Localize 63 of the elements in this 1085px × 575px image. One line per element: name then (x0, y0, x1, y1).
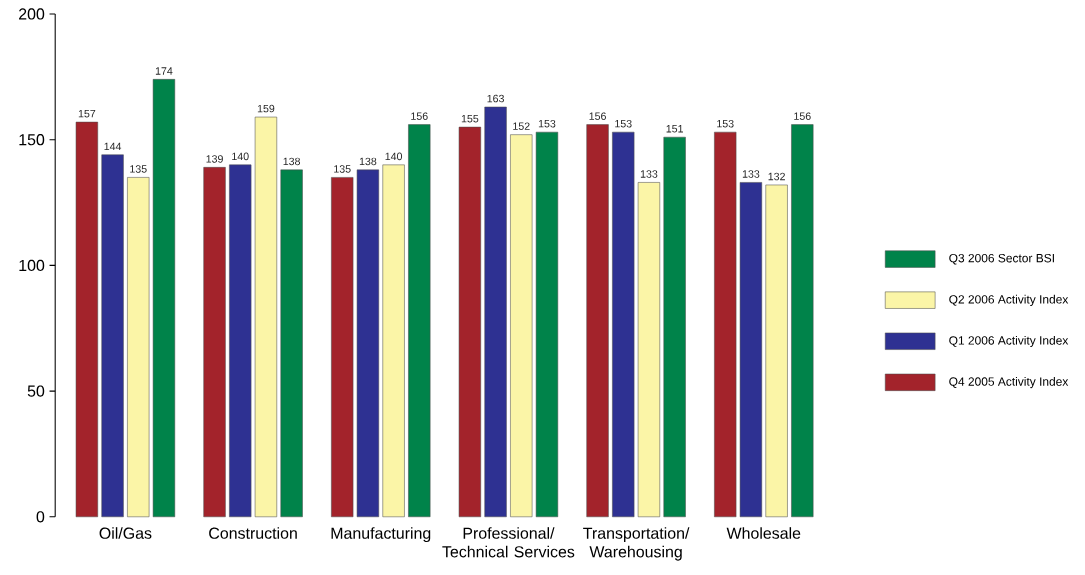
bar (663, 137, 686, 518)
data-label: 140 (232, 152, 249, 161)
legend-label: Q2 2006 Activity Index (949, 295, 1069, 307)
bar (791, 124, 814, 518)
bar (75, 122, 98, 518)
data-label: 151 (666, 125, 683, 133)
bar (229, 164, 252, 518)
data-label: 153 (615, 120, 632, 128)
bar (203, 167, 226, 518)
y-tick-label: 150 (19, 134, 45, 146)
data-label: 157 (78, 110, 96, 118)
bar (280, 169, 303, 518)
bar (714, 132, 737, 518)
data-label: 153 (538, 120, 556, 128)
bar (127, 177, 150, 518)
data-label: 139 (206, 155, 223, 163)
data-label: 138 (283, 157, 301, 166)
data-label: 174 (155, 67, 173, 75)
data-label: 159 (257, 105, 275, 113)
bar (739, 182, 763, 518)
legend-label: Q1 2006 Activity Index (949, 336, 1069, 348)
y-tick-label: 200 (19, 8, 45, 20)
bar (382, 164, 405, 518)
data-label: 155 (461, 115, 479, 123)
data-label: 163 (487, 94, 504, 103)
bar (101, 154, 124, 518)
data-label: 133 (742, 170, 760, 178)
y-tick-label: 100 (19, 259, 45, 272)
x-tick-label: Transportation/ Warehousing (583, 527, 690, 561)
x-tick-label: Oil/Gas (99, 527, 152, 540)
bar (458, 127, 482, 518)
data-label: 156 (589, 112, 606, 121)
x-tick-label: Professional/ Technical Services (442, 527, 575, 558)
data-label: 153 (717, 120, 734, 128)
data-label: 133 (640, 170, 658, 178)
legend-label: Q3 2006 Sector BSI (949, 254, 1054, 265)
data-label: 140 (385, 152, 403, 161)
data-label: 132 (768, 172, 785, 181)
bar (356, 169, 380, 518)
bar (408, 124, 431, 518)
bar (152, 79, 176, 518)
x-tick-label: Wholesale (726, 527, 801, 540)
x-tick-label: Construction (209, 527, 297, 540)
data-label: 156 (794, 112, 811, 121)
bar (637, 182, 661, 518)
data-label: 135 (334, 165, 351, 173)
bar (586, 124, 609, 518)
data-label: 156 (411, 112, 428, 121)
bar (484, 106, 507, 518)
x-tick-label: Manufacturing (331, 527, 431, 543)
legend-label: Q4 2005 Activity Index (949, 377, 1069, 389)
data-label: 135 (130, 165, 147, 173)
data-label: 144 (104, 142, 122, 151)
bar (612, 132, 635, 518)
bar (535, 132, 559, 518)
bar (765, 184, 788, 518)
data-label: 138 (359, 157, 377, 166)
bar (254, 116, 278, 518)
data-label: 152 (513, 122, 530, 131)
y-tick-label: 0 (36, 511, 45, 523)
bar (510, 134, 533, 518)
y-tick-label: 50 (27, 385, 45, 397)
bar (331, 177, 354, 518)
